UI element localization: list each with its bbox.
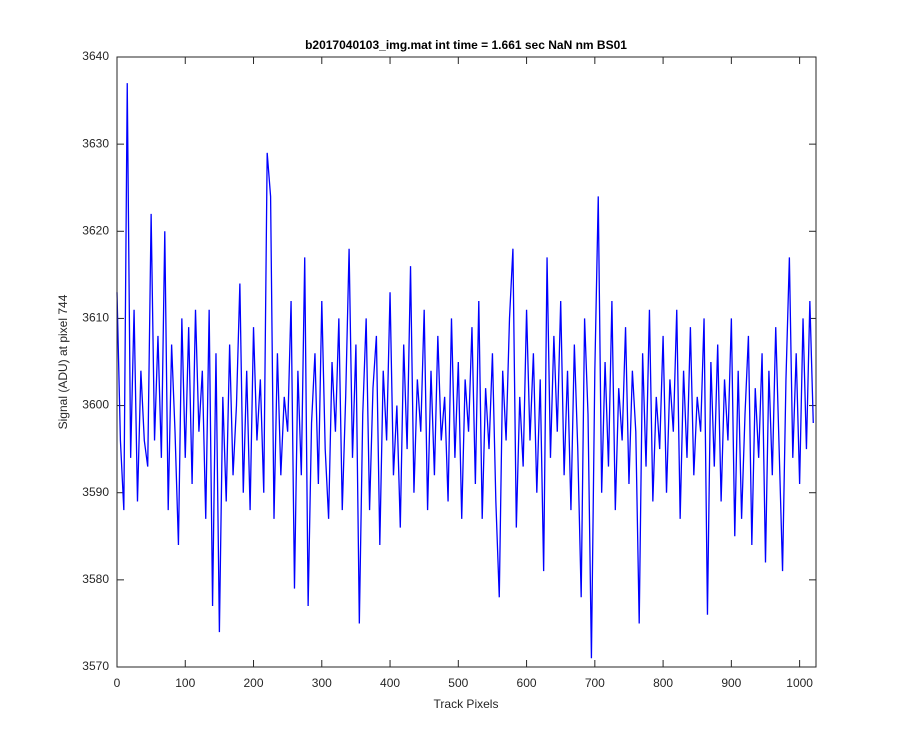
y-tick-label: 3600: [82, 398, 109, 412]
x-tick-label: 1000: [786, 676, 813, 690]
y-tick-label: 3630: [82, 136, 109, 150]
x-tick-label: 600: [517, 676, 537, 690]
y-tick-label: 3580: [82, 572, 109, 586]
x-tick-label: 300: [312, 676, 332, 690]
y-tick-label: 3590: [82, 485, 109, 499]
x-tick-label: 0: [114, 676, 121, 690]
data-line: [116, 83, 814, 659]
x-tick-label: 700: [585, 676, 605, 690]
y-tick-label: 3620: [82, 223, 109, 237]
y-tick-label: 3570: [82, 659, 109, 673]
x-tick-label: 100: [175, 676, 195, 690]
chart-title: b2017040103_img.mat int time = 1.661 sec…: [305, 38, 627, 52]
y-tick-label: 3610: [82, 311, 109, 325]
y-axis-label: Signal (ADU) at pixel 744: [56, 294, 70, 429]
x-tick-label: 500: [448, 676, 468, 690]
x-tick-label: 400: [380, 676, 400, 690]
x-axis-label: Track Pixels: [434, 697, 499, 711]
x-tick-label: 200: [244, 676, 264, 690]
x-tick-label: 800: [653, 676, 673, 690]
y-tick-label: 3640: [82, 49, 109, 63]
axes-box: [116, 56, 817, 668]
x-tick-label: 900: [721, 676, 741, 690]
